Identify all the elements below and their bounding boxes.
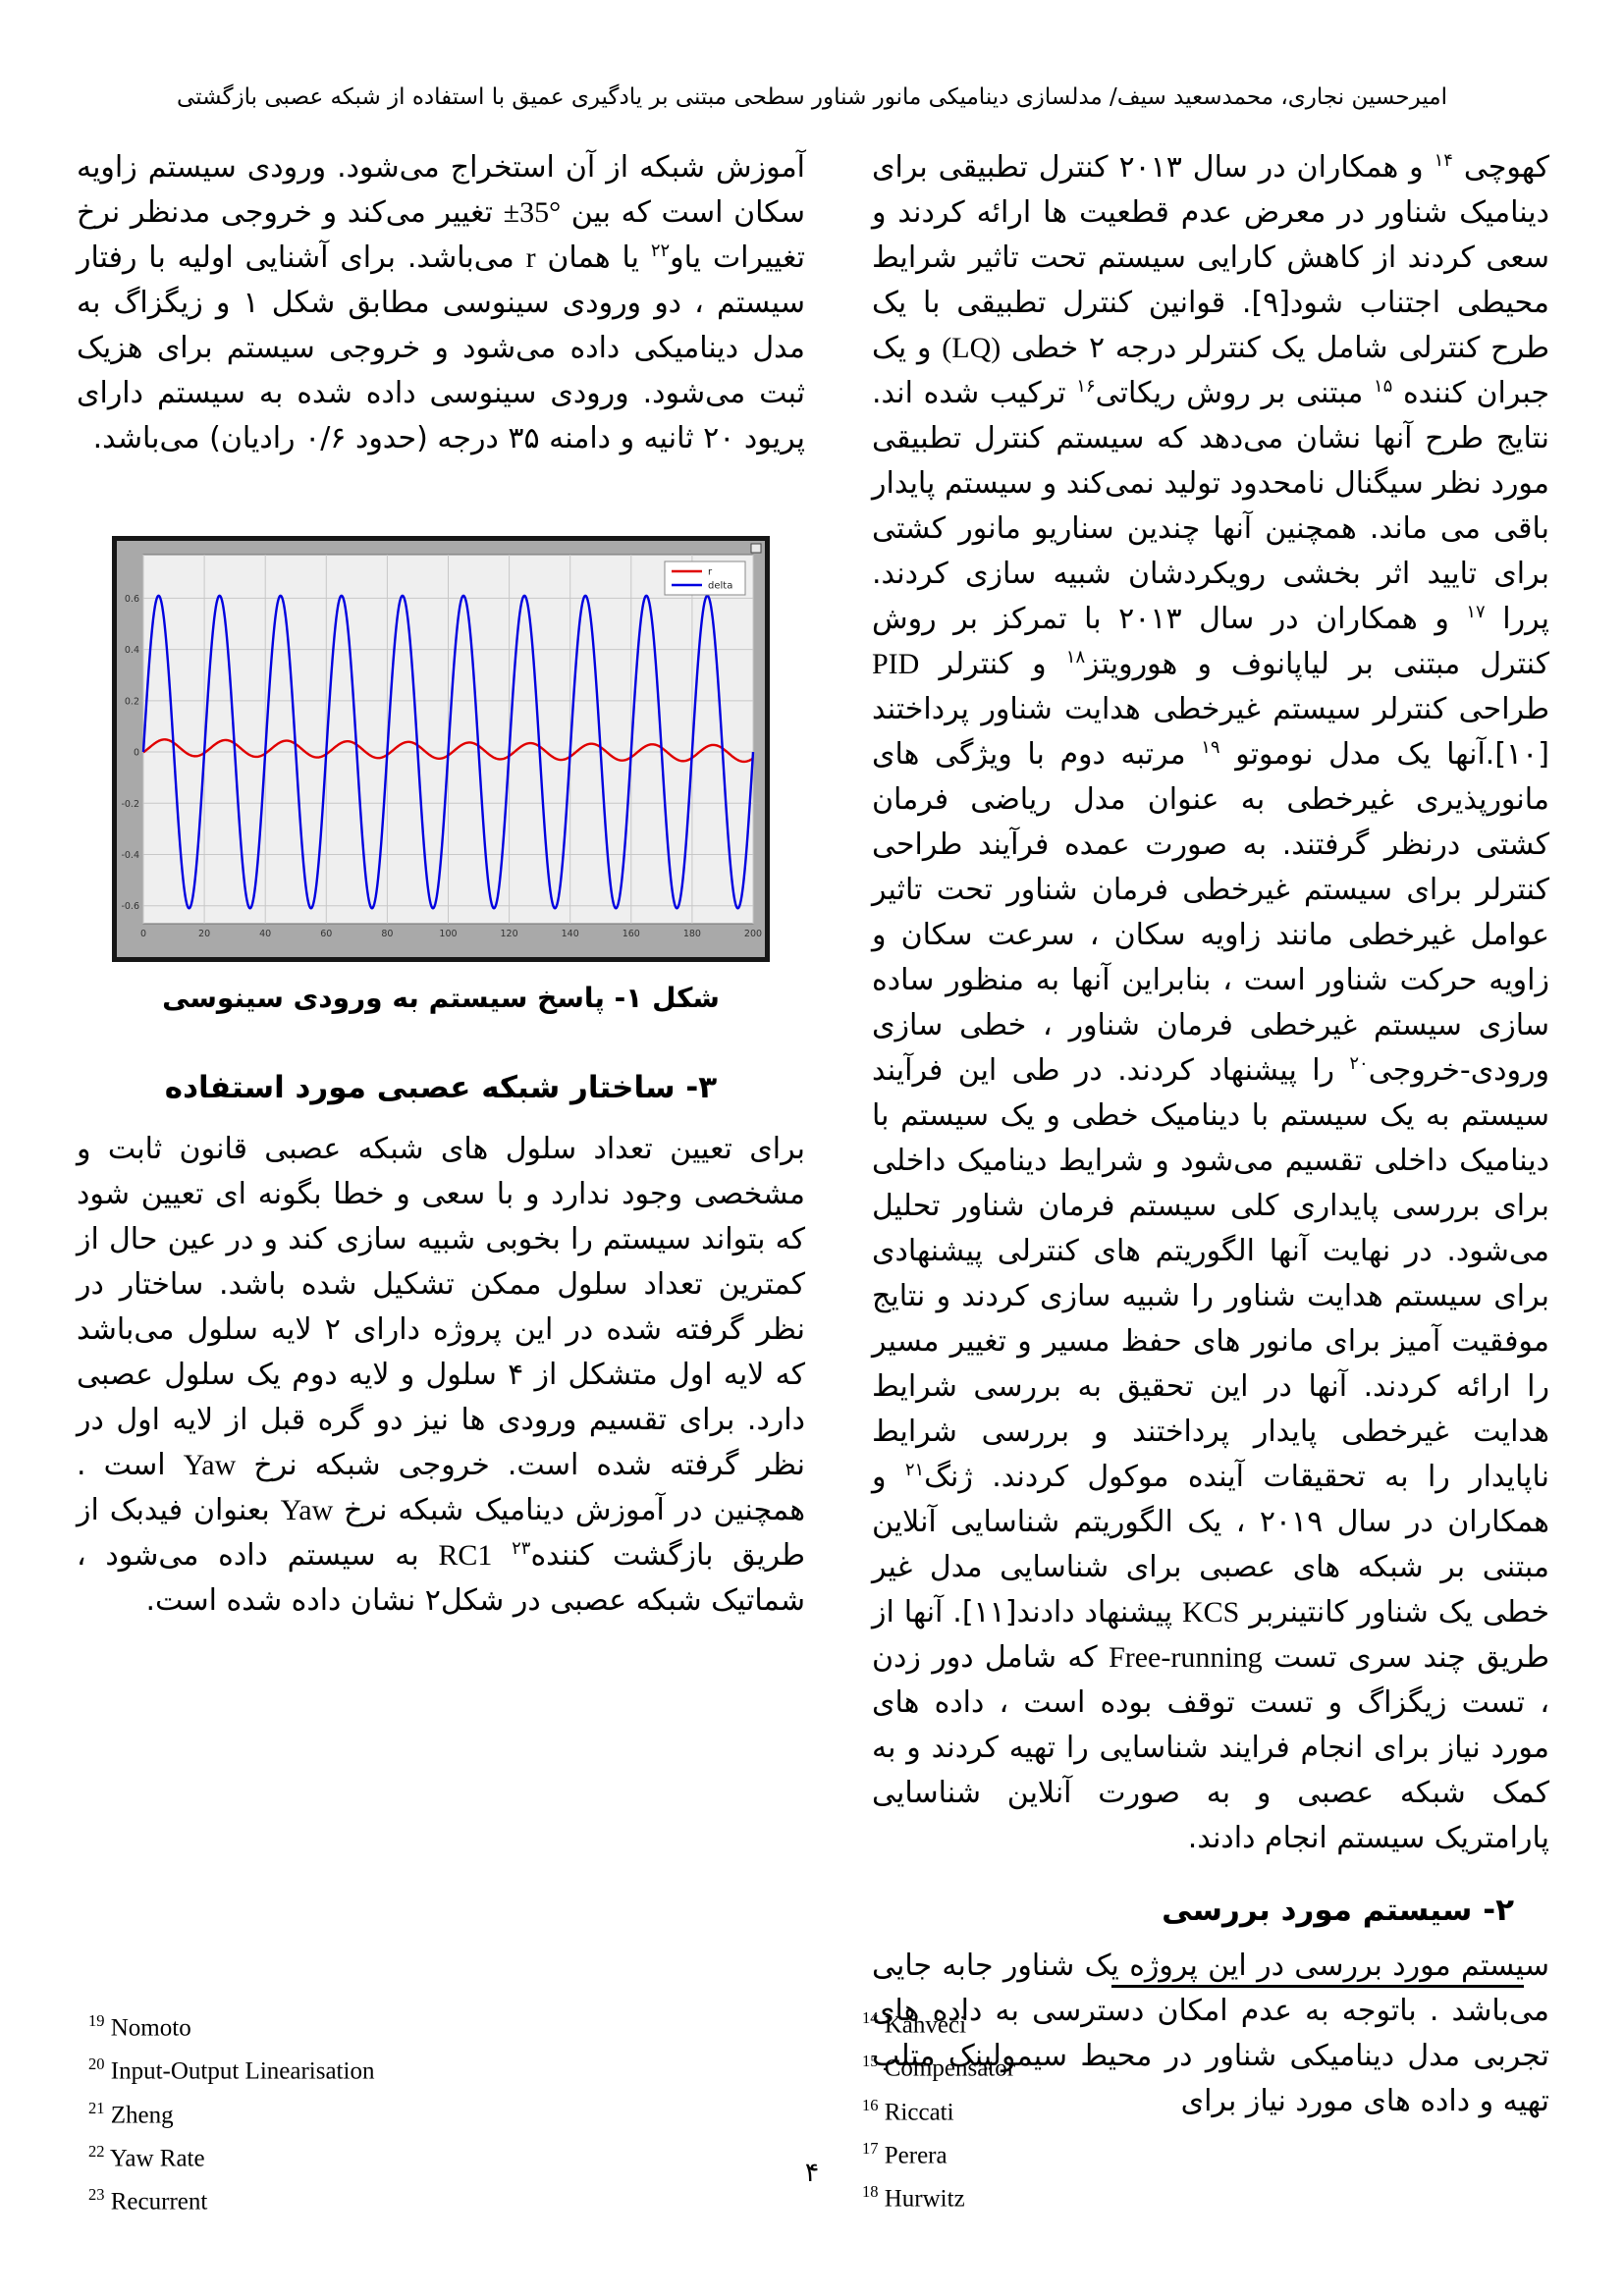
figure-1-caption: شکل ۱- پاسخ سیستم به ورودی سینوسی (162, 982, 720, 1014)
paragraph-network-structure: برای تعیین تعداد سلول های شبکه عصبی قانو… (77, 1132, 806, 1618)
section-heading-2: ۲- سیستم مورد بررسی (1162, 1893, 1514, 1928)
svg-text:80: 80 (381, 929, 393, 939)
paragraph-literature-review: کهوچی ۱۴ و همکاران در سال ۲۰۱۳ کنترل تطب… (872, 150, 1550, 1855)
series-delta (141, 594, 755, 910)
footnote-item: 14 Kahveci (862, 2008, 967, 2039)
paragraph-training-input: آموزش شبکه از آن استخراج می‌شود. ورودی س… (77, 150, 806, 455)
svg-text:140: 140 (562, 929, 579, 939)
svg-text:0.4: 0.4 (125, 645, 139, 656)
footnote-item: 17 Perera (862, 2138, 947, 2169)
footnote-item: 20 Input-Output Linearisation (88, 2055, 375, 2085)
footnote-separator (1111, 1985, 1524, 1988)
svg-text:40: 40 (259, 929, 271, 939)
running-header: امیرحسین نجاری، محمدسعید سیف/ مدلسازی دی… (176, 84, 1447, 110)
svg-text:r: r (708, 567, 713, 578)
page-number: ۴ (804, 2158, 820, 2188)
svg-text:-0.6: -0.6 (121, 901, 139, 912)
section-heading-3: ۳- ساختار شبکه عصبی مورد استفاده (164, 1070, 718, 1105)
footnotes-right: 14 Kahveci 15 Compensator 16 Riccati 17 Per… (862, 1985, 1549, 2217)
svg-text:0.6: 0.6 (125, 594, 139, 605)
svg-text:0: 0 (134, 748, 139, 759)
svg-text:-0.2: -0.2 (121, 799, 139, 810)
column-right: کهوچی ۱۴ و همکاران در سال ۲۰۱۳ کنترل تطب… (872, 145, 1549, 2124)
svg-text:0: 0 (140, 929, 146, 939)
footnote-list-left: 19 Nomoto 20 Input-Output Linearisation 21… (88, 2002, 697, 2220)
column-left: آموزش شبکه از آن استخراج می‌شود. ورودی س… (77, 145, 805, 1624)
sine-response-chart: 0 20 40 60 80 100 120 140 160 180 200 0.6 0.4 0.2 0 -0.… (117, 541, 765, 957)
svg-text:60: 60 (320, 929, 332, 939)
svg-text:-0.4: -0.4 (121, 850, 139, 861)
footnote-item: 18 Hurwitz (862, 2182, 965, 2213)
footnote-item: 15 Compensator (862, 2052, 1016, 2082)
svg-text:180: 180 (683, 929, 701, 939)
figure-dock-icon (750, 543, 762, 554)
svg-text:delta: delta (708, 581, 732, 592)
footnote-item: 23 Recurrent (88, 2185, 208, 2216)
chart-legend: r delta (664, 561, 746, 596)
paragraph-system-under-study: سیستم مورد بررسی در این پروژه یک شناور ج… (872, 1949, 1549, 2118)
footnote-item: 21 Zheng (88, 2098, 174, 2128)
svg-text:0.2: 0.2 (125, 696, 139, 707)
figure-1-plot: 0 20 40 60 80 100 120 140 160 180 200 0.6 0.4 0.2 0 -0.… (112, 536, 770, 962)
svg-text:200: 200 (744, 929, 762, 939)
footnote-item: 22 Yaw Rate (88, 2141, 205, 2172)
svg-text:160: 160 (623, 929, 640, 939)
svg-text:120: 120 (501, 929, 518, 939)
footnotes-left: 19 Nomoto 20 Input-Output Linearisation 21… (88, 2002, 697, 2220)
footnote-list-right: 14 Kahveci 15 Compensator 16 Riccati 17 Per… (862, 2000, 1549, 2217)
footnote-item: 16 Riccati (862, 2095, 954, 2125)
footnote-item: 19 Nomoto (88, 2011, 191, 2042)
svg-text:20: 20 (198, 929, 210, 939)
svg-text:100: 100 (439, 929, 457, 939)
